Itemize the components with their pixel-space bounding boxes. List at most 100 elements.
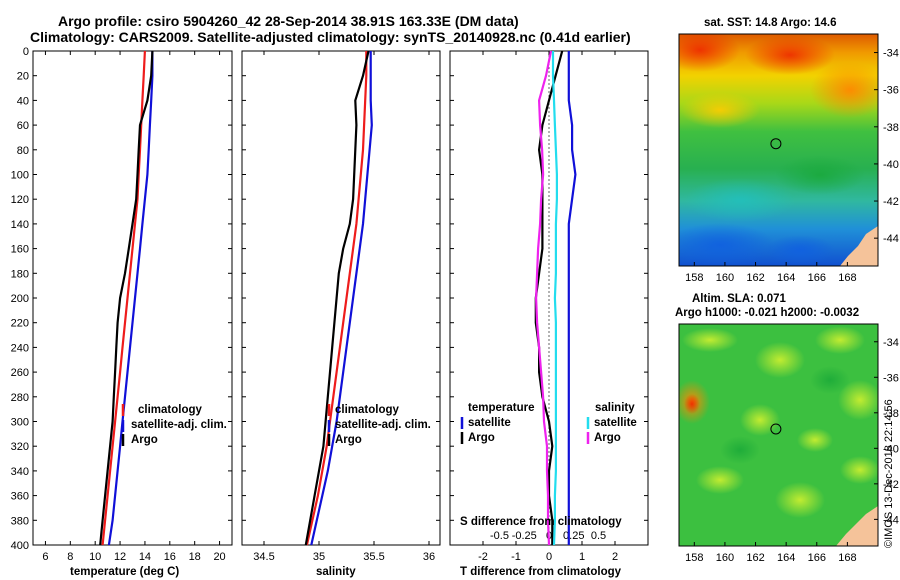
sst-blue-patch	[679, 223, 775, 266]
lat-tick-label: -36	[883, 372, 899, 384]
series-argo	[304, 50, 370, 546]
sst-warm-patch	[679, 34, 740, 72]
s-difference-xlabel: S difference from climatology	[460, 516, 622, 528]
lon-tick-label: 168	[838, 272, 856, 284]
difference-legend-temperature: temperature satellite Argo	[460, 402, 534, 444]
sst-map-field	[679, 34, 878, 266]
sla-map-frame	[678, 323, 879, 547]
x-tick-label: 36	[423, 551, 435, 563]
series-argo	[99, 50, 154, 546]
sla-map: Altim. SLA: 0.071 Argo h1000: -0.021 h20…	[675, 293, 899, 564]
lat-tick-label: -44	[883, 233, 899, 245]
lon-tick-label: 160	[716, 272, 734, 284]
temperature-legend: climatology satellite-adj. clim. Argo	[121, 404, 227, 446]
legend-temperature-title: temperature	[468, 402, 534, 414]
x-tick-label: 8	[67, 551, 73, 563]
temperature-xlabel: temperature (deg C)	[70, 566, 179, 578]
sla-high-patch	[838, 380, 878, 420]
lon-tick-label: 158	[685, 552, 703, 564]
depth-tick-label: 400	[11, 540, 29, 552]
temperature-series	[99, 50, 154, 546]
lon-tick-label: 160	[716, 552, 734, 564]
difference-series	[534, 50, 577, 546]
sst-map: sat. SST: 14.8 Argo: 14.6 158 160 162 164 16…	[678, 17, 899, 284]
difference-legend-salinity: salinity satellite Argo	[586, 402, 637, 444]
series-salinity-argo	[534, 50, 553, 546]
x-tick-label: 18	[189, 551, 201, 563]
depth-tick-label: 80	[17, 145, 29, 157]
temperature-panel-frame	[32, 50, 233, 546]
x-tick-label: 6	[42, 551, 48, 563]
sla-map-subtitle: Argo h1000: -0.021 h2000: -0.0032	[675, 307, 859, 319]
lat-tick-label: -40	[883, 159, 899, 171]
sla-map-ticks: 158 160 162 164 166 168 -34 -36 -38 -40 -42 -44	[685, 337, 899, 564]
x-tick-label: -2	[478, 551, 488, 563]
s-diff-tick-label: -0.25	[512, 530, 537, 542]
lat-tick-label: -44	[883, 514, 899, 526]
depth-tick-label: 280	[11, 392, 29, 404]
title-line-1: Argo profile: csiro 5904260_42 28-Sep-20…	[58, 13, 519, 29]
sla-high-patch	[696, 466, 744, 494]
lon-tick-label: 166	[808, 272, 826, 284]
depth-tick-label: 160	[11, 244, 29, 256]
lon-tick-label: 162	[746, 552, 764, 564]
difference-panel: -2 -1 0 1 2-0.5 -0.25 0 0.25 0.5 S difference fr…	[449, 50, 649, 578]
lon-tick-label: 164	[777, 552, 795, 564]
series-salinity-satellite	[551, 51, 559, 546]
sla-low-patch	[720, 436, 760, 464]
depth-tick-label: 300	[11, 417, 29, 429]
legend-climatology: climatology	[335, 404, 400, 416]
x-tick-label: 0	[546, 551, 552, 563]
salinity-panel-frame	[241, 50, 441, 546]
depth-tick-label: 260	[11, 367, 29, 379]
x-tick-label: 12	[114, 551, 126, 563]
legend-argo: Argo	[131, 434, 158, 446]
sst-yellow-patch	[680, 92, 760, 128]
x-tick-label: 1	[579, 551, 585, 563]
lat-tick-label: -38	[883, 122, 899, 134]
legend-climatology: climatology	[138, 404, 203, 416]
depth-tick-label: 180	[11, 268, 29, 280]
depth-axis: 0 20 40 60 80 100 120 140 160 180 200 220 240 260 280 3…	[11, 46, 29, 552]
sst-map-frame	[678, 33, 879, 267]
legend-sal-argo: Argo	[594, 432, 621, 444]
sla-map-field	[679, 324, 878, 546]
lat-tick-label: -42	[883, 196, 899, 208]
lat-tick-label: -36	[883, 85, 899, 97]
depth-tick-label: 0	[23, 46, 29, 58]
lon-tick-label: 166	[808, 552, 826, 564]
lon-tick-label: 164	[777, 272, 795, 284]
series-temperature-satellite	[567, 51, 577, 545]
sla-low-patch	[810, 366, 850, 394]
sla-high-patch	[797, 428, 833, 452]
sla-map-title: Altim. SLA: 0.071	[692, 293, 787, 305]
legend-temp-argo: Argo	[468, 432, 495, 444]
lat-tick-label: -38	[883, 408, 899, 420]
legend-satellite-adj: satellite-adj. clim.	[131, 419, 227, 431]
x-tick-label: 14	[139, 551, 151, 563]
legend-argo: Argo	[335, 434, 362, 446]
argo-position-marker	[770, 138, 782, 150]
sst-warm-patch	[745, 35, 835, 75]
argo-position-marker	[770, 423, 782, 435]
depth-tick-label: 360	[11, 491, 29, 503]
x-tick-label: 2	[612, 551, 618, 563]
x-tick-label: 34.5	[253, 551, 274, 563]
depth-tick-label: 340	[11, 466, 29, 478]
sla-high-patch	[840, 456, 878, 484]
t-difference-xlabel: T difference from climatology	[460, 566, 622, 578]
depth-tick-label: 40	[17, 95, 29, 107]
x-tick-label: 35.5	[363, 551, 384, 563]
depth-tick-label: 380	[11, 515, 29, 527]
sst-orange-patch	[810, 62, 878, 118]
x-tick-label: -1	[511, 551, 521, 563]
salinity-legend: climatology satellite-adj. clim. Argo	[327, 404, 431, 446]
lon-tick-label: 162	[746, 272, 764, 284]
salinity-x-ticks: 34.5 35 35.5 36	[242, 50, 440, 563]
sst-green-patch	[775, 155, 865, 195]
lat-tick-label: -42	[883, 479, 899, 491]
sst-cyan-patch	[685, 178, 795, 222]
lat-tick-label: -34	[883, 48, 899, 60]
legend-sal-satellite: satellite	[594, 417, 637, 429]
sla-land	[836, 506, 878, 546]
